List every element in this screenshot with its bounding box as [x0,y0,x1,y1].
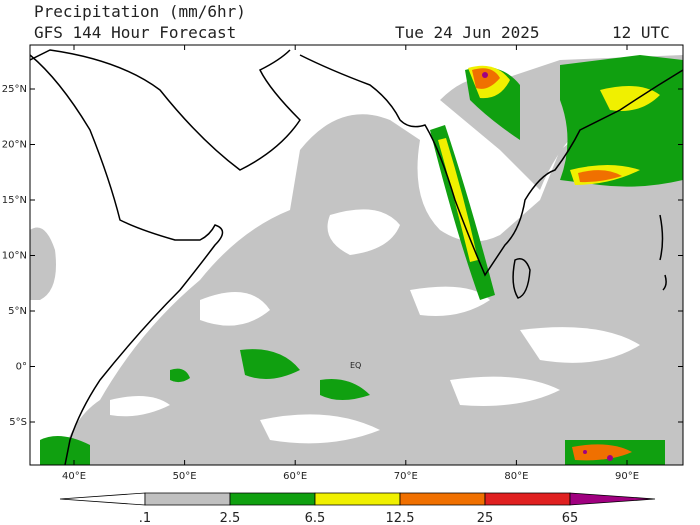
legend-swatch [569,492,656,506]
lon-label: 80°E [504,471,528,482]
map-field: EQ [30,45,683,465]
lon-label: 40°E [62,471,86,482]
legend-label: .1 [139,511,151,525]
time: 12 UTC [612,23,670,42]
legend-swatch [229,492,316,506]
legend-label: 12.5 [386,511,415,525]
lon-label: 50°E [173,471,197,482]
lon-label: 60°E [283,471,307,482]
lon-label: 70°E [394,471,418,482]
precip-heavy [438,65,660,262]
coastlines [30,49,683,465]
legend-label: 2.5 [220,511,241,525]
legend-label: 25 [477,511,494,525]
precip-extreme [482,72,613,461]
lat-label: 15°N [2,195,27,206]
equator-label: EQ [350,361,361,370]
precip-intense [472,68,632,461]
lat-label: 5°S [9,417,27,428]
lat-label: 25°N [2,84,27,95]
title: Precipitation (mm/6hr) [34,2,246,21]
date: Tue 24 Jun 2025 [395,23,540,42]
legend-swatch [399,492,486,506]
subtitle: GFS 144 Hour Forecast [34,23,236,42]
lat-label: 0° [16,362,27,373]
lat-label: 10°N [2,251,27,262]
lon-label: 90°E [615,471,639,482]
legend-swatch [484,492,571,506]
dry-areas [110,209,640,444]
legend-label: 65 [562,511,579,525]
legend-label: 6.5 [305,511,326,525]
legend-swatch [144,492,231,506]
lat-label: 20°N [2,140,27,151]
legend-swatch [59,492,146,506]
lat-label: 5°N [8,306,27,317]
legend-swatch [314,492,401,506]
